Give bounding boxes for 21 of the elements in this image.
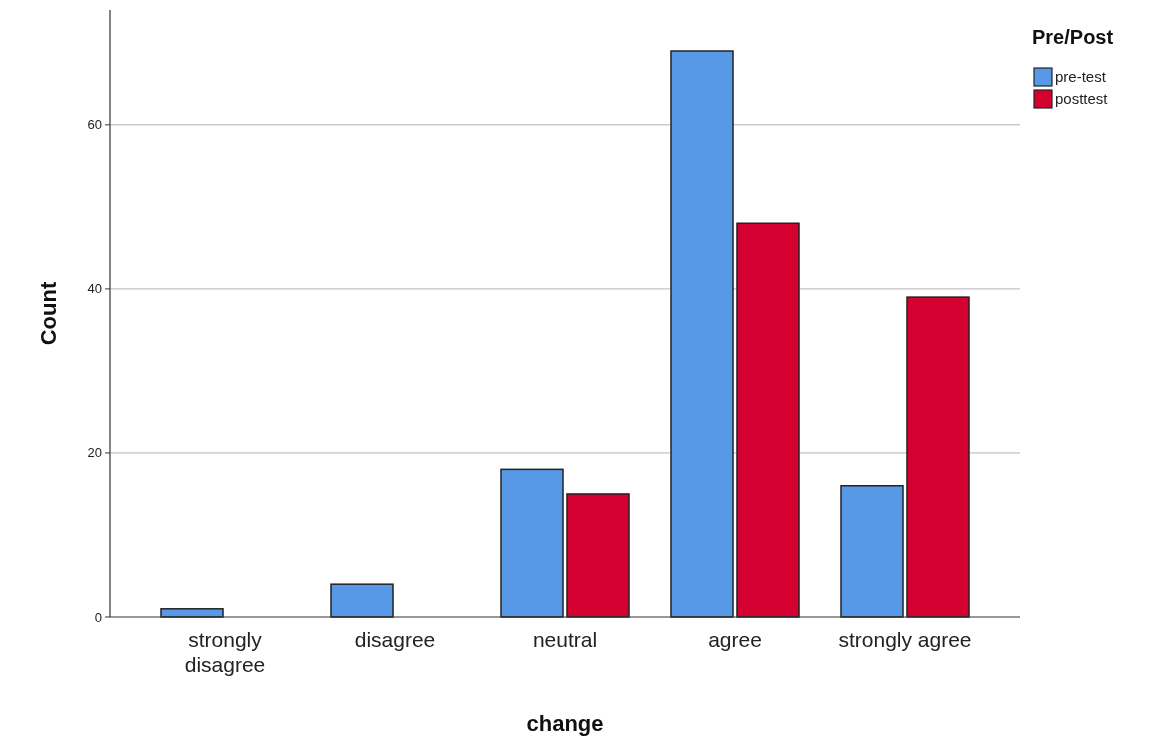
x-tick-label: strongly disagree xyxy=(184,628,266,676)
y-tick-label: 0 xyxy=(94,609,102,625)
y-tick-label: 20 xyxy=(87,445,102,461)
x-tick-label: agree xyxy=(708,628,762,651)
bar xyxy=(840,485,904,618)
bar xyxy=(906,296,970,618)
bar xyxy=(330,583,394,618)
bar xyxy=(736,222,800,618)
y-tick-label: 40 xyxy=(87,281,102,297)
y-tick-label: 60 xyxy=(87,117,102,133)
legend-label: posttest xyxy=(1055,90,1109,107)
legend-title: Pre/Post xyxy=(1032,26,1114,48)
y-axis-title: Count xyxy=(36,281,61,346)
legend-label: pre-test xyxy=(1055,68,1107,85)
x-tick-label: disagree xyxy=(354,628,436,651)
bar xyxy=(670,50,734,618)
x-tick-label: neutral xyxy=(532,628,598,651)
bar xyxy=(500,468,564,618)
x-axis-title: change xyxy=(526,711,604,736)
x-tick-label: strongly agree xyxy=(838,628,972,651)
bar xyxy=(566,493,630,618)
